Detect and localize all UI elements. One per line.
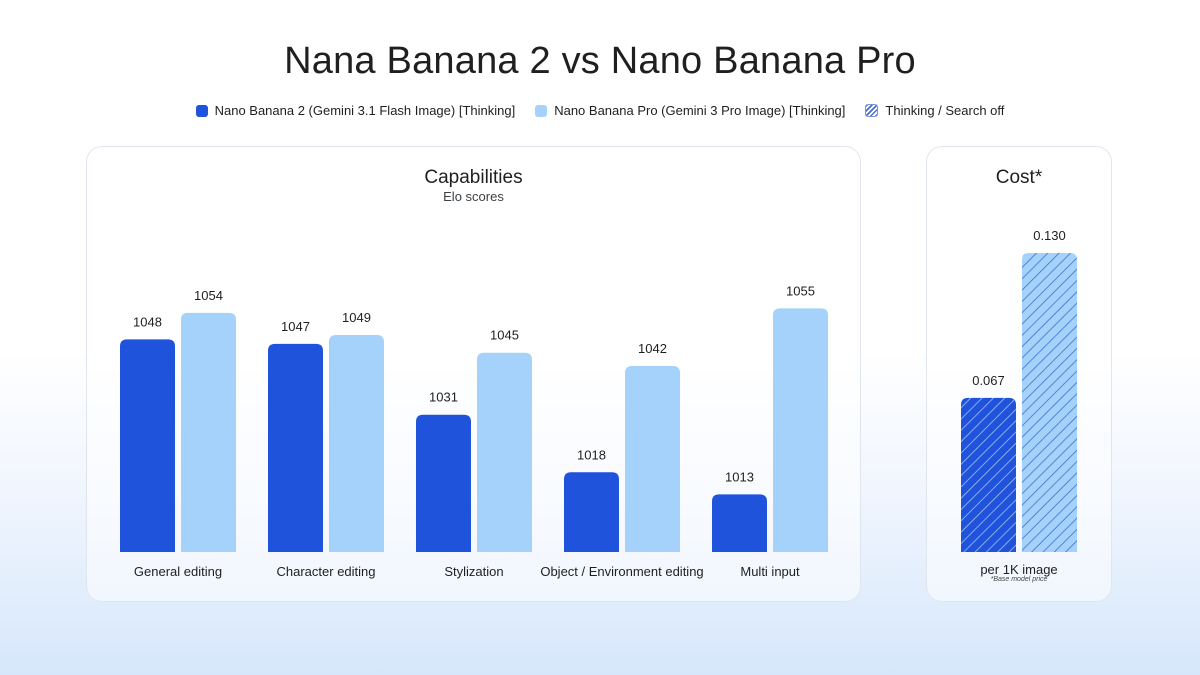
data-label: 1018 (577, 447, 606, 462)
capabilities-panel: Capabilities Elo scores 1048 1054 General … (86, 146, 861, 602)
data-label: 1042 (638, 341, 667, 356)
page-title: Nana Banana 2 vs Nano Banana Pro (284, 40, 916, 82)
category-label: Character editing (277, 564, 376, 579)
legend-swatch-nano-banana-2 (195, 104, 208, 117)
cost-footnote: *Base model price (990, 576, 1048, 583)
bar-nano-banana-pro-3 (625, 366, 680, 552)
data-label: 1055 (786, 283, 815, 298)
capabilities-chart: 1048 1054 General editing 1047 1049 Character… (120, 283, 828, 579)
data-label: 1049 (342, 310, 371, 325)
legend-item-thinking-off: Thinking / Search off (865, 103, 1004, 118)
category-label: Object / Environment editing (540, 564, 703, 579)
cost-data-label: 0.067 (972, 373, 1005, 388)
legend-label-nano-banana-2: Nano Banana 2 (Gemini 3.1 Flash Image) [… (214, 103, 516, 118)
bar-nano-banana-pro-0 (181, 312, 236, 552)
data-label: 1048 (133, 314, 162, 329)
legend-item-nano-banana-2: Nano Banana 2 (Gemini 3.1 Flash Image) [… (195, 103, 516, 118)
cost-data-label: 0.130 (1033, 228, 1066, 243)
cost-panel: Cost* 0.067 0.130 per 1K image *Base model… (926, 146, 1112, 602)
bar-nano-banana-pro-2 (477, 352, 532, 552)
category-label: Multi input (740, 564, 800, 579)
bar-nano-banana-2-2 (416, 414, 471, 552)
cost-chart: 0.067 0.130 per 1K image (961, 228, 1077, 577)
data-label: 1031 (429, 390, 458, 405)
data-label: 1054 (194, 288, 223, 303)
capabilities-subtitle: Elo scores (443, 189, 504, 204)
data-label: 1045 (490, 328, 519, 343)
legend-label-nano-banana-pro: Nano Banana Pro (Gemini 3 Pro Image) [Th… (554, 103, 846, 118)
bar-nano-banana-pro-4 (773, 308, 828, 552)
cost-category-label: per 1K image (980, 562, 1057, 577)
bar-nano-banana-pro-1 (329, 335, 384, 552)
bar-nano-banana-2-1 (268, 343, 323, 552)
category-label: Stylization (444, 564, 503, 579)
bar-nano-banana-2-0 (120, 339, 175, 552)
bar-nano-banana-2-3 (564, 472, 619, 552)
data-label: 1047 (281, 319, 310, 334)
legend-item-nano-banana-pro: Nano Banana Pro (Gemini 3 Pro Image) [Th… (535, 103, 845, 118)
legend-swatch-nano-banana-pro (535, 104, 548, 117)
cost-bar-nano-banana-2 (961, 397, 1016, 552)
cost-bar-nano-banana-pro (1022, 253, 1077, 552)
legend: Nano Banana 2 (Gemini 3.1 Flash Image) [… (0, 103, 1200, 118)
legend-label-thinking-off: Thinking / Search off (885, 103, 1005, 118)
bar-nano-banana-2-4 (712, 494, 767, 552)
legend-swatch-hatched (865, 104, 879, 117)
capabilities-title: Capabilities (424, 167, 523, 188)
category-label: General editing (134, 564, 222, 579)
cost-title: Cost* (995, 167, 1043, 188)
data-label: 1013 (725, 469, 754, 484)
